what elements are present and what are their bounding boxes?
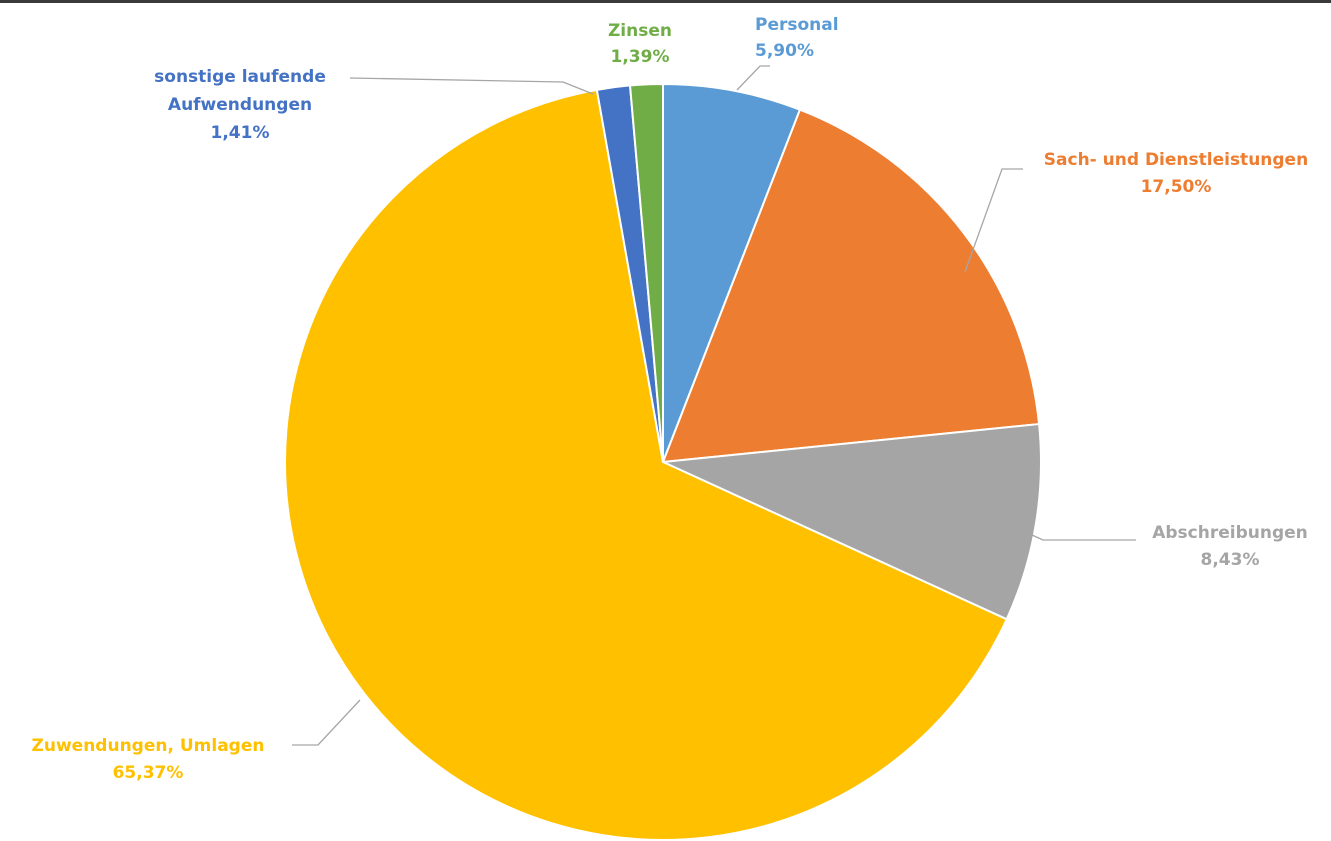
leader-lines: [292, 65, 1136, 746]
data-label-zinsen: Zinsen 1,39%: [608, 21, 672, 67]
data-label-name: Zinsen: [608, 21, 672, 41]
pie-slice-abschreibungen: [659, 422, 1042, 621]
pie-slice-zinsen: [628, 82, 664, 463]
data-label-name: sonstige laufende: [154, 67, 326, 87]
data-label-sonstige-laufende-aufwendungen: sonstige laufende Aufwendungen 1,41%: [154, 67, 326, 143]
data-label-name: Sach- und Dienstleistungen: [1044, 150, 1308, 170]
data-label-value: 1,39%: [611, 47, 670, 67]
top-border: [0, 0, 1331, 3]
data-label-value: 8,43%: [1201, 550, 1260, 570]
pie-slice-sach-und-dienstleistungen: [661, 108, 1041, 464]
leader-line-sach-und-dienstleistungen: [964, 168, 1023, 273]
data-label-name: Personal: [755, 15, 839, 35]
data-label-value: 17,50%: [1141, 177, 1212, 197]
pie-slices: [284, 82, 1042, 841]
data-labels: Personal 5,90% Sach- und Dienstleistungen 1…: [32, 15, 1309, 783]
data-label-value: 65,37%: [113, 763, 184, 783]
data-label-name: Aufwendungen: [168, 95, 312, 115]
leader-line-zuwendungen-umlagen: [292, 699, 361, 746]
data-label-name: Zuwendungen, Umlagen: [32, 736, 265, 756]
data-label-name: Abschreibungen: [1152, 523, 1308, 543]
data-label-value: 1,41%: [211, 123, 270, 143]
data-label-personal: Personal 5,90%: [755, 15, 839, 61]
data-label-value: 5,90%: [755, 41, 814, 61]
data-label-zuwendungen-umlagen: Zuwendungen, Umlagen 65,37%: [32, 736, 265, 783]
leader-line-sonstige-laufende-aufwendungen: [349, 77, 594, 95]
leader-line-personal: [736, 65, 770, 91]
data-label-abschreibungen: Abschreibungen 8,43%: [1152, 523, 1308, 570]
data-label-sach-und-dienstleistungen: Sach- und Dienstleistungen 17,50%: [1044, 150, 1308, 197]
leader-line-abschreibungen: [1031, 534, 1136, 541]
pie-slice-personal: [662, 82, 802, 463]
pie-slice-zuwendungen-umlagen: [284, 88, 1009, 841]
